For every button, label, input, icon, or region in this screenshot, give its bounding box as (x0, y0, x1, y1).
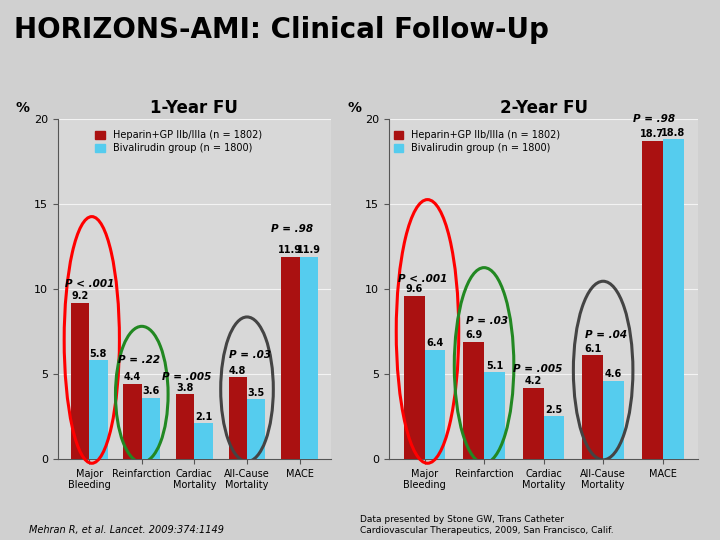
Text: HORIZONS-AMI: Clinical Follow-Up: HORIZONS-AMI: Clinical Follow-Up (14, 16, 549, 44)
Text: 18.8: 18.8 (661, 127, 685, 138)
Bar (523, 388, 544, 459)
Bar (247, 400, 266, 459)
Text: P = .005: P = .005 (162, 373, 211, 382)
Text: %: % (348, 102, 361, 116)
Bar (642, 141, 662, 459)
Text: 18.7: 18.7 (640, 129, 665, 139)
Text: P < .001: P < .001 (66, 279, 115, 289)
Text: 3.5: 3.5 (248, 388, 265, 398)
Legend: Heparin+GP IIb/IIIa (n = 1802), Bivalirudin group (n = 1800): Heparin+GP IIb/IIIa (n = 1802), Bivaliru… (394, 131, 560, 153)
Text: %: % (15, 102, 29, 116)
Bar (89, 360, 107, 459)
Text: 9.6: 9.6 (405, 284, 423, 294)
Text: 2.5: 2.5 (545, 405, 562, 415)
Bar (582, 355, 603, 459)
Bar (142, 398, 160, 459)
Text: 3.8: 3.8 (176, 383, 194, 393)
Legend: Heparin+GP IIb/IIIa (n = 1802), Bivalirudin group (n = 1800): Heparin+GP IIb/IIIa (n = 1802), Bivaliru… (95, 131, 262, 153)
Bar (176, 394, 194, 459)
Text: P = .98: P = .98 (271, 225, 312, 234)
Text: 11.9: 11.9 (279, 245, 302, 255)
Text: P = .03: P = .03 (466, 316, 508, 326)
Text: P < .001: P < .001 (397, 274, 447, 284)
Text: 2.1: 2.1 (195, 411, 212, 422)
Text: 4.4: 4.4 (124, 373, 141, 382)
Text: 6.9: 6.9 (465, 330, 482, 340)
Text: 11.9: 11.9 (297, 245, 321, 255)
Text: P = .04: P = .04 (585, 330, 627, 340)
Text: P = .03: P = .03 (228, 350, 271, 360)
Bar (662, 139, 683, 459)
Text: 3.6: 3.6 (143, 386, 160, 396)
Text: 4.8: 4.8 (229, 366, 246, 376)
Text: P = .005: P = .005 (513, 364, 562, 374)
Bar (404, 296, 425, 459)
Text: 6.4: 6.4 (426, 339, 444, 348)
Text: 5.8: 5.8 (90, 349, 107, 359)
Text: 5.1: 5.1 (486, 361, 503, 370)
Bar (425, 350, 446, 459)
Text: 4.2: 4.2 (525, 376, 542, 386)
Text: 9.2: 9.2 (71, 291, 89, 301)
Text: Data presented by Stone GW, Trans Catheter
Cardiovascular Therapeutics, 2009, Sa: Data presented by Stone GW, Trans Cathet… (360, 515, 613, 535)
Title: 1-Year FU: 1-Year FU (150, 99, 238, 117)
Text: 4.6: 4.6 (605, 369, 622, 379)
Bar (282, 256, 300, 459)
Text: P = .98: P = .98 (633, 114, 675, 124)
Bar (123, 384, 142, 459)
Text: Mehran R, et al. Lancet. 2009:374:1149: Mehran R, et al. Lancet. 2009:374:1149 (29, 524, 224, 535)
Bar (463, 342, 484, 459)
Bar (484, 372, 505, 459)
Bar (194, 423, 213, 459)
Title: 2-Year FU: 2-Year FU (500, 99, 588, 117)
Bar (603, 381, 624, 459)
Bar (229, 377, 247, 459)
Bar (71, 302, 89, 459)
Bar (544, 416, 564, 459)
Text: P = .22: P = .22 (118, 355, 161, 366)
Text: 6.1: 6.1 (584, 343, 601, 354)
Bar (300, 256, 318, 459)
